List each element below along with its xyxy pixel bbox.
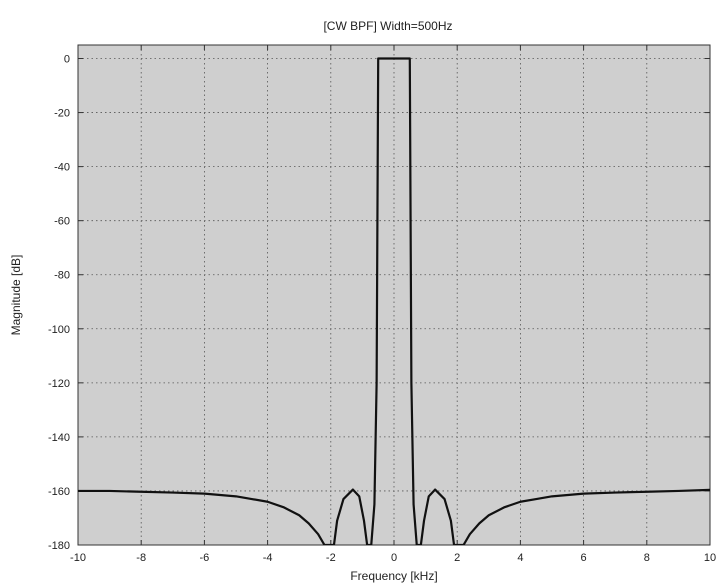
y-tick-label: -140 bbox=[48, 432, 70, 444]
x-tick-label: 6 bbox=[581, 552, 587, 564]
y-axis-label: Magnitude [dB] bbox=[9, 255, 23, 336]
x-tick-label: 2 bbox=[454, 552, 460, 564]
y-tick-label: -40 bbox=[54, 162, 70, 174]
x-tick-label: 0 bbox=[391, 552, 397, 564]
x-tick-label: 4 bbox=[517, 552, 523, 564]
y-tick-label: -180 bbox=[48, 540, 70, 552]
x-tick-label: -10 bbox=[70, 552, 86, 564]
y-tick-label: -100 bbox=[48, 324, 70, 336]
grid bbox=[78, 45, 710, 545]
y-tick-label: -80 bbox=[54, 270, 70, 282]
y-tick-label: -160 bbox=[48, 486, 70, 498]
x-tick-label: 10 bbox=[704, 552, 716, 564]
y-tick-labels: 0 -20 -40 -60 -80 -100 -120 -140 -160 -180 bbox=[48, 54, 70, 552]
x-tick-label: 8 bbox=[644, 552, 650, 564]
chart-title: [CW BPF] Width=500Hz bbox=[323, 19, 452, 33]
y-tick-label: -60 bbox=[54, 216, 70, 228]
ticks bbox=[77, 45, 711, 546]
x-tick-label: -6 bbox=[200, 552, 210, 564]
x-tick-label: -2 bbox=[326, 552, 336, 564]
series-line bbox=[78, 57, 710, 545]
x-tick-label: -4 bbox=[263, 552, 273, 564]
x-tick-label: -8 bbox=[136, 552, 146, 564]
y-tick-label: -120 bbox=[48, 378, 70, 390]
x-tick-labels: -10 -8 -6 -4 -2 0 2 4 6 8 10 bbox=[70, 552, 716, 564]
y-tick-label: -20 bbox=[54, 108, 70, 120]
series-lines bbox=[78, 57, 710, 545]
plot-area bbox=[77, 44, 711, 546]
x-axis-label: Frequency [kHz] bbox=[350, 569, 437, 583]
y-tick-label: 0 bbox=[64, 54, 70, 66]
